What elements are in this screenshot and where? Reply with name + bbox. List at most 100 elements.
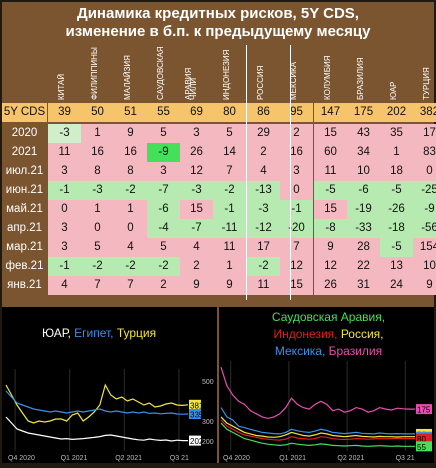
x-tick-label: Q4 2020 bbox=[223, 455, 250, 462]
table-cell: -20 bbox=[280, 219, 313, 238]
table-cell: -2 bbox=[247, 257, 280, 276]
legend-entry: ЮАР, bbox=[42, 326, 75, 340]
table-cell: 5 bbox=[147, 238, 180, 257]
x-tick-label: Q1 2021 bbox=[279, 455, 306, 462]
title-line-2: изменение в б.п. к предыдущему месяцу bbox=[65, 23, 371, 40]
row-label: апр.21 bbox=[6, 222, 42, 234]
table-cell: 0 bbox=[280, 181, 313, 200]
table-cell: 147 bbox=[314, 103, 347, 122]
table-row: янв.21 4 7 7 2 9 9 11 15 26 31 24 9 bbox=[2, 276, 436, 295]
end-label: 55 bbox=[417, 443, 426, 452]
table-cell: 202 bbox=[380, 103, 413, 122]
table-cell: 28 bbox=[347, 238, 380, 257]
end-label-box bbox=[189, 399, 201, 410]
column-header: ТУРЦИЯ bbox=[422, 67, 431, 100]
table-cell: 15 bbox=[314, 200, 347, 219]
chart-panel-left: ЮАР, Египет, Турция 381 335 202 500 300 200 Q4… bbox=[2, 307, 217, 463]
table-cell: -5 bbox=[380, 238, 413, 257]
end-label-box bbox=[189, 409, 201, 419]
table-cell: 1 bbox=[81, 124, 114, 143]
table-header: КИТАЙ ФИЛИППИНЫ МАЛАЙЗИЯ САУДОВСКАЯ АРАВИЯ Ч… bbox=[2, 45, 434, 102]
table-cell: 51 bbox=[114, 103, 147, 122]
page-title: Динамика кредитных рисков, 5Y CDS, измен… bbox=[2, 2, 434, 44]
table-cell: 12 bbox=[314, 257, 347, 276]
table-cell: -3 bbox=[247, 200, 280, 219]
table-cell: 12 bbox=[180, 162, 213, 181]
table-cell: 69 bbox=[180, 103, 213, 122]
table-cell: 3 bbox=[147, 162, 180, 181]
end-label: 175 bbox=[417, 406, 431, 415]
table-cell: -2 bbox=[81, 257, 114, 276]
table-cell: -2 bbox=[114, 257, 147, 276]
table-cell: 4 bbox=[48, 276, 81, 295]
y-tick-label: 300 bbox=[202, 419, 214, 426]
table-cell: 154 bbox=[413, 238, 436, 257]
series-line bbox=[5, 383, 189, 424]
table-row: июн.21 -1 -3 -2 -7 -3 -2 -13 0 -5 -6 -5 -25 bbox=[2, 181, 436, 200]
table-cell: 17 bbox=[413, 124, 436, 143]
table-cell: 9 bbox=[114, 124, 147, 143]
table-cell: 3 bbox=[180, 124, 213, 143]
table-cell: 83 bbox=[413, 143, 436, 162]
row-label: июн.21 bbox=[5, 184, 44, 196]
table-cell: 16 bbox=[280, 143, 313, 162]
table-cell: -1 bbox=[48, 257, 81, 276]
table-cell: -1 bbox=[280, 200, 313, 219]
chart-legend-right: Саудовская Аравия, Индонезия, Россия, Ме… bbox=[223, 309, 434, 360]
table-cell: 0 bbox=[48, 200, 81, 219]
table-cell: 2 bbox=[147, 276, 180, 295]
table-cell: 16 bbox=[81, 143, 114, 162]
table-cell: 43 bbox=[347, 124, 380, 143]
table-cell: -6 bbox=[147, 200, 180, 219]
table-cell: 1 bbox=[81, 200, 114, 219]
table-row: 2021 11 16 16 -9 26 14 2 16 60 34 1 83 bbox=[2, 143, 436, 162]
series-line bbox=[220, 407, 415, 435]
legend-entry: Индонезия, bbox=[273, 327, 341, 341]
column-header: ИНДОНЕЗИЯ bbox=[222, 49, 231, 100]
table-cell: -1 bbox=[48, 181, 81, 200]
x-tick-label: Q3 21 bbox=[170, 455, 189, 462]
table-row: апр.21 3 0 0 -4 -7 -11 -12 -20 -8 -33 -18 -56 bbox=[2, 219, 436, 238]
chart-legend-left: ЮАР, Египет, Турция bbox=[42, 325, 156, 342]
table-cell: 7 bbox=[280, 238, 313, 257]
table-cell: 60 bbox=[314, 143, 347, 162]
table-cell: -7 bbox=[180, 219, 213, 238]
table-cell: 86 bbox=[247, 103, 280, 122]
table-cell: 80 bbox=[213, 103, 246, 122]
table-cell: 15 bbox=[180, 200, 213, 219]
table-cell: 14 bbox=[213, 143, 246, 162]
column-header: БРАЗИЛИЯ bbox=[356, 57, 365, 100]
series-line bbox=[220, 422, 415, 447]
table-cell: 1 bbox=[380, 143, 413, 162]
column-header: МАЛАЙЗИЯ bbox=[123, 55, 132, 100]
y-tick-label: 200 bbox=[202, 439, 214, 446]
table-cell: 4 bbox=[180, 238, 213, 257]
table-row: 2020 -3 1 9 5 3 5 29 2 15 43 35 17 bbox=[2, 124, 436, 143]
end-label: 80 bbox=[417, 435, 426, 444]
table-cell: 26 bbox=[314, 276, 347, 295]
table-cell: 24 bbox=[380, 276, 413, 295]
table-cell: 22 bbox=[347, 257, 380, 276]
table-cell: 3 bbox=[48, 162, 81, 181]
column-header: РОССИЯ bbox=[256, 65, 265, 100]
table-cell: -11 bbox=[213, 219, 246, 238]
legend-line: Мексика, Бразилия bbox=[223, 343, 434, 360]
table-cell: -3 bbox=[48, 124, 81, 143]
end-label-box bbox=[189, 435, 201, 446]
table-cell: 18 bbox=[380, 162, 413, 181]
table-cell: 50 bbox=[81, 103, 114, 122]
table-cell: 15 bbox=[314, 124, 347, 143]
table-cell: 34 bbox=[347, 143, 380, 162]
series-line bbox=[5, 390, 189, 415]
legend-entry: Бразилия bbox=[328, 344, 383, 358]
legend-line: ЮАР, Египет, Турция bbox=[42, 325, 156, 342]
table-cell: -13 bbox=[247, 181, 280, 200]
table-cell: -2 bbox=[114, 181, 147, 200]
table-cell: 12 bbox=[280, 257, 313, 276]
legend-entry: Россия, bbox=[340, 327, 384, 341]
x-tick-label: Q4 2020 bbox=[8, 455, 35, 462]
table-cell: 10 bbox=[347, 162, 380, 181]
table-cell: 4 bbox=[114, 238, 147, 257]
